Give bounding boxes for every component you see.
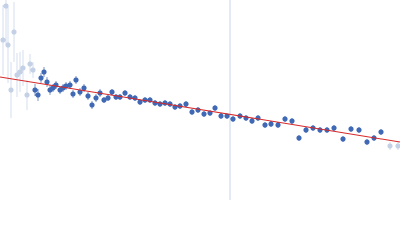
data-point: [303, 127, 309, 133]
data-point: [8, 87, 14, 93]
data-point: [195, 107, 201, 113]
data-point: [24, 92, 30, 98]
data-point: [105, 95, 111, 101]
data-point: [262, 122, 268, 128]
data-point: [44, 79, 50, 85]
data-point: [93, 95, 99, 101]
data-point: [122, 90, 128, 96]
data-point: [81, 85, 87, 91]
chart: [0, 0, 400, 200]
data-point: [20, 65, 26, 71]
data-point: [17, 69, 23, 75]
data-point: [142, 97, 148, 103]
data-point: [249, 118, 255, 124]
data-point: [255, 115, 261, 121]
data-point: [132, 95, 138, 101]
data-point: [27, 61, 33, 67]
data-point: [162, 100, 168, 106]
data-point: [189, 109, 195, 115]
data-point: [101, 97, 107, 103]
data-point: [157, 101, 163, 107]
data-point: [38, 75, 44, 81]
data-point: [0, 37, 6, 43]
data-point: [85, 93, 91, 99]
data-point: [3, 3, 9, 9]
data-point: [296, 135, 302, 141]
data-point: [201, 111, 207, 117]
data-point: [348, 126, 354, 132]
data-point: [224, 113, 230, 119]
data-point: [395, 143, 400, 149]
data-point: [289, 118, 295, 124]
data-point: [70, 91, 76, 97]
data-point: [356, 127, 362, 133]
data-point: [152, 100, 158, 106]
data-point: [35, 92, 41, 98]
data-point: [317, 127, 323, 133]
data-point: [282, 116, 288, 122]
data-point: [89, 102, 95, 108]
data-point: [218, 113, 224, 119]
data-point: [331, 125, 337, 131]
data-point: [137, 99, 143, 105]
data-point: [11, 29, 17, 35]
data-point: [268, 121, 274, 127]
data-point: [212, 105, 218, 111]
data-point: [30, 67, 36, 73]
data-point: [340, 136, 346, 142]
data-point: [32, 87, 38, 93]
data-point: [387, 143, 393, 149]
data-point: [109, 89, 115, 95]
data-point: [183, 101, 189, 107]
data-point: [364, 139, 370, 145]
data-point: [67, 82, 73, 88]
data-point: [5, 42, 11, 48]
fit-line: [0, 76, 400, 143]
data-point: [378, 129, 384, 135]
data-point: [230, 116, 236, 122]
data-point: [275, 122, 281, 128]
data-point: [41, 69, 47, 75]
data-point: [73, 77, 79, 83]
